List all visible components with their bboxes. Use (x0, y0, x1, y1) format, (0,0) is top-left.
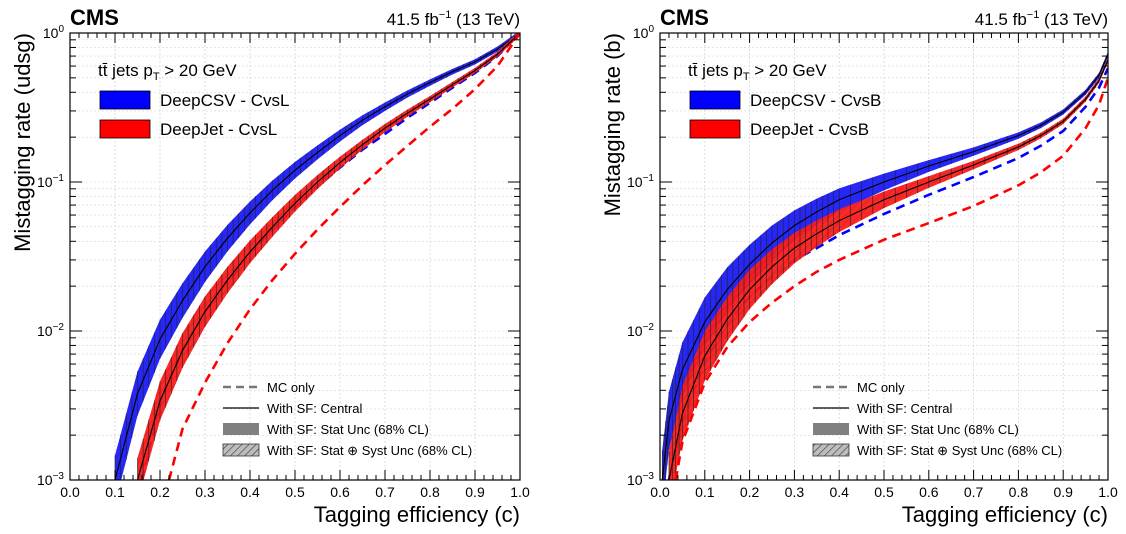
x-axis-ticks: 0.0 0.1 0.2 0.3 0.4 0.5 0.6 0.7 0.8 0.9 1.0 (60, 33, 530, 500)
series-0-mc-only-line (667, 67, 1108, 480)
y-tick-label: 10−1 (37, 173, 64, 190)
y-axis-ticks: 10−3 10−2 10−1 100 (37, 24, 520, 488)
style-legend-filled (813, 423, 849, 435)
selection-label: tt̄ jets pT > 20 GeV (98, 61, 237, 83)
x-tick-label: 1.0 (510, 484, 530, 500)
style-legend-label: With SF: Central (267, 401, 362, 416)
legend-swatch-0 (99, 90, 151, 110)
style-legend-label: With SF: Central (857, 401, 952, 416)
legend-label-0: DeepCSV - CvsL (160, 91, 289, 110)
style-legend-filled (223, 423, 259, 435)
lumi-label: 41.5 fb−1 (13 TeV) (387, 9, 520, 29)
lumi-label: 41.5 fb−1 (13 TeV) (975, 9, 1108, 29)
series-0-central-line (661, 54, 1108, 480)
experiment-label: CMS (660, 5, 709, 30)
x-tick-label: 0.8 (420, 484, 440, 500)
grid (70, 33, 520, 480)
series-1-hatch (668, 57, 1108, 480)
x-tick-label: 0.8 (1009, 484, 1029, 500)
series-1-mc-only-line (167, 33, 520, 480)
style-legend: MC only With SF: Central With SF: Stat Unc… (222, 380, 472, 458)
legend-swatch-0 (689, 90, 741, 110)
style-legend-label: With SF: Stat Unc (68% CL) (857, 422, 1019, 437)
style-legend-hatch (223, 444, 259, 456)
series-legend: DeepCSV - CvsL DeepJet - CvsL (99, 90, 289, 139)
x-tick-label: 0.6 (330, 484, 350, 500)
series-1-central-line (668, 59, 1108, 480)
series-0-hatch (662, 51, 1108, 480)
x-tick-label: 0.3 (195, 484, 215, 500)
x-tick-label: 0.9 (1053, 484, 1073, 500)
legend-swatch-1 (689, 119, 741, 139)
style-legend-label: With SF: Stat ⊕ Syst Unc (68% CL) (267, 443, 472, 458)
x-tick-label: 0.6 (919, 484, 939, 500)
x-tick-label: 0.3 (785, 484, 805, 500)
y-tick-label: 100 (43, 24, 65, 41)
x-tick-label: 0.4 (240, 484, 260, 500)
x-tick-label: 0.1 (695, 484, 715, 500)
selection-label: tt̄ jets pT > 20 GeV (688, 61, 827, 83)
legend-label-0: DeepCSV - CvsB (750, 91, 881, 110)
style-legend: MC only With SF: Central With SF: Stat Unc… (812, 380, 1062, 458)
x-tick-label: 0.2 (150, 484, 170, 500)
style-legend-label: MC only (267, 380, 315, 395)
y-tick-label: 10−2 (37, 322, 64, 339)
y-tick-label: 10−3 (37, 471, 64, 488)
x-tick-label: 0.9 (465, 484, 485, 500)
curves (114, 33, 520, 480)
y-tick-label: 10−1 (627, 173, 654, 190)
right-chart-panel: 0.0 0.1 0.2 0.3 0.4 0.5 0.6 0.7 0.8 0.9 1.010−310−… (600, 5, 1118, 527)
experiment-label: CMS (70, 5, 119, 30)
legend-label-1: DeepJet - CvsB (750, 120, 869, 139)
x-tick-label: 0.2 (740, 484, 760, 500)
style-legend-label: With SF: Stat Unc (68% CL) (267, 422, 429, 437)
x-tick-label: 0.0 (60, 484, 80, 500)
y-axis-label: Mistagging rate (udsg) (10, 33, 35, 252)
y-tick-label: 10−2 (627, 322, 654, 339)
style-legend-label: With SF: Stat ⊕ Syst Unc (68% CL) (857, 443, 1062, 458)
x-axis-ticks: 0.0 0.1 0.2 0.3 0.4 0.5 0.6 0.7 0.8 0.9 1.0 (650, 33, 1118, 500)
x-axis-label: Tagging efficiency (c) (902, 502, 1108, 527)
y-tick-label: 10−3 (627, 471, 654, 488)
series-1-central-line (136, 33, 520, 480)
y-axis-ticks: 10−3 10−2 10−1 100 (627, 24, 1108, 488)
left-chart-panel: 0.0 0.1 0.2 0.3 0.4 0.5 0.6 0.7 0.8 0.9 1.010−310−… (10, 5, 530, 527)
x-tick-label: 0.0 (650, 484, 670, 500)
legend-swatch-1 (99, 119, 151, 139)
x-tick-label: 0.5 (874, 484, 894, 500)
x-tick-label: 0.1 (105, 484, 125, 500)
x-tick-label: 1.0 (1098, 484, 1118, 500)
y-axis-label: Mistagging rate (b) (600, 33, 625, 216)
x-tick-label: 0.7 (964, 484, 984, 500)
style-legend-label: MC only (857, 380, 905, 395)
curves (661, 51, 1108, 480)
series-1-mc-only-line (674, 77, 1108, 480)
x-axis-label: Tagging efficiency (c) (314, 502, 520, 527)
style-legend-hatch (813, 444, 849, 456)
x-tick-label: 0.7 (375, 484, 395, 500)
series-0-central-line (114, 33, 520, 480)
x-tick-label: 0.4 (829, 484, 849, 500)
grid (660, 33, 1108, 480)
x-tick-label: 0.5 (285, 484, 305, 500)
legend-label-1: DeepJet - CvsL (160, 120, 277, 139)
series-legend: DeepCSV - CvsB DeepJet - CvsB (689, 90, 881, 139)
y-tick-label: 100 (633, 24, 655, 41)
